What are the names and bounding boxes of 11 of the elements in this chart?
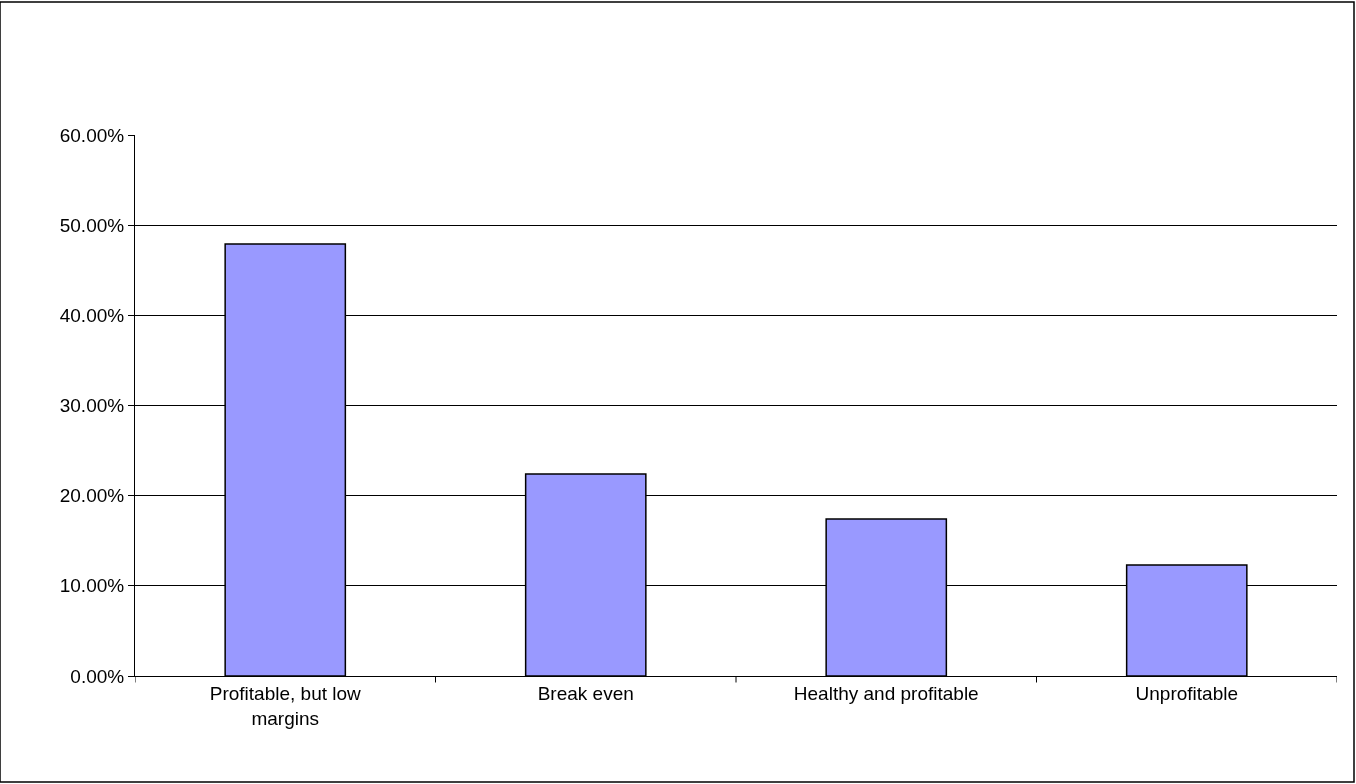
x-tick-label: Profitable, but low margins <box>209 682 362 729</box>
x-tick-label: Break even <box>537 682 634 704</box>
y-tick-label: 0.00% <box>70 665 125 687</box>
y-tick-label: 20.00% <box>59 485 125 507</box>
y-tick-label: 40.00% <box>59 304 125 326</box>
x-tick-label: Healthy and profitable <box>793 682 979 704</box>
y-tick-label: 50.00% <box>59 214 125 236</box>
y-tick-label: 10.00% <box>59 575 125 597</box>
x-tick-label: Unprofitable <box>1135 682 1238 704</box>
y-tick-label: 30.00% <box>59 395 125 417</box>
y-tick-label: 60.00% <box>59 124 125 146</box>
